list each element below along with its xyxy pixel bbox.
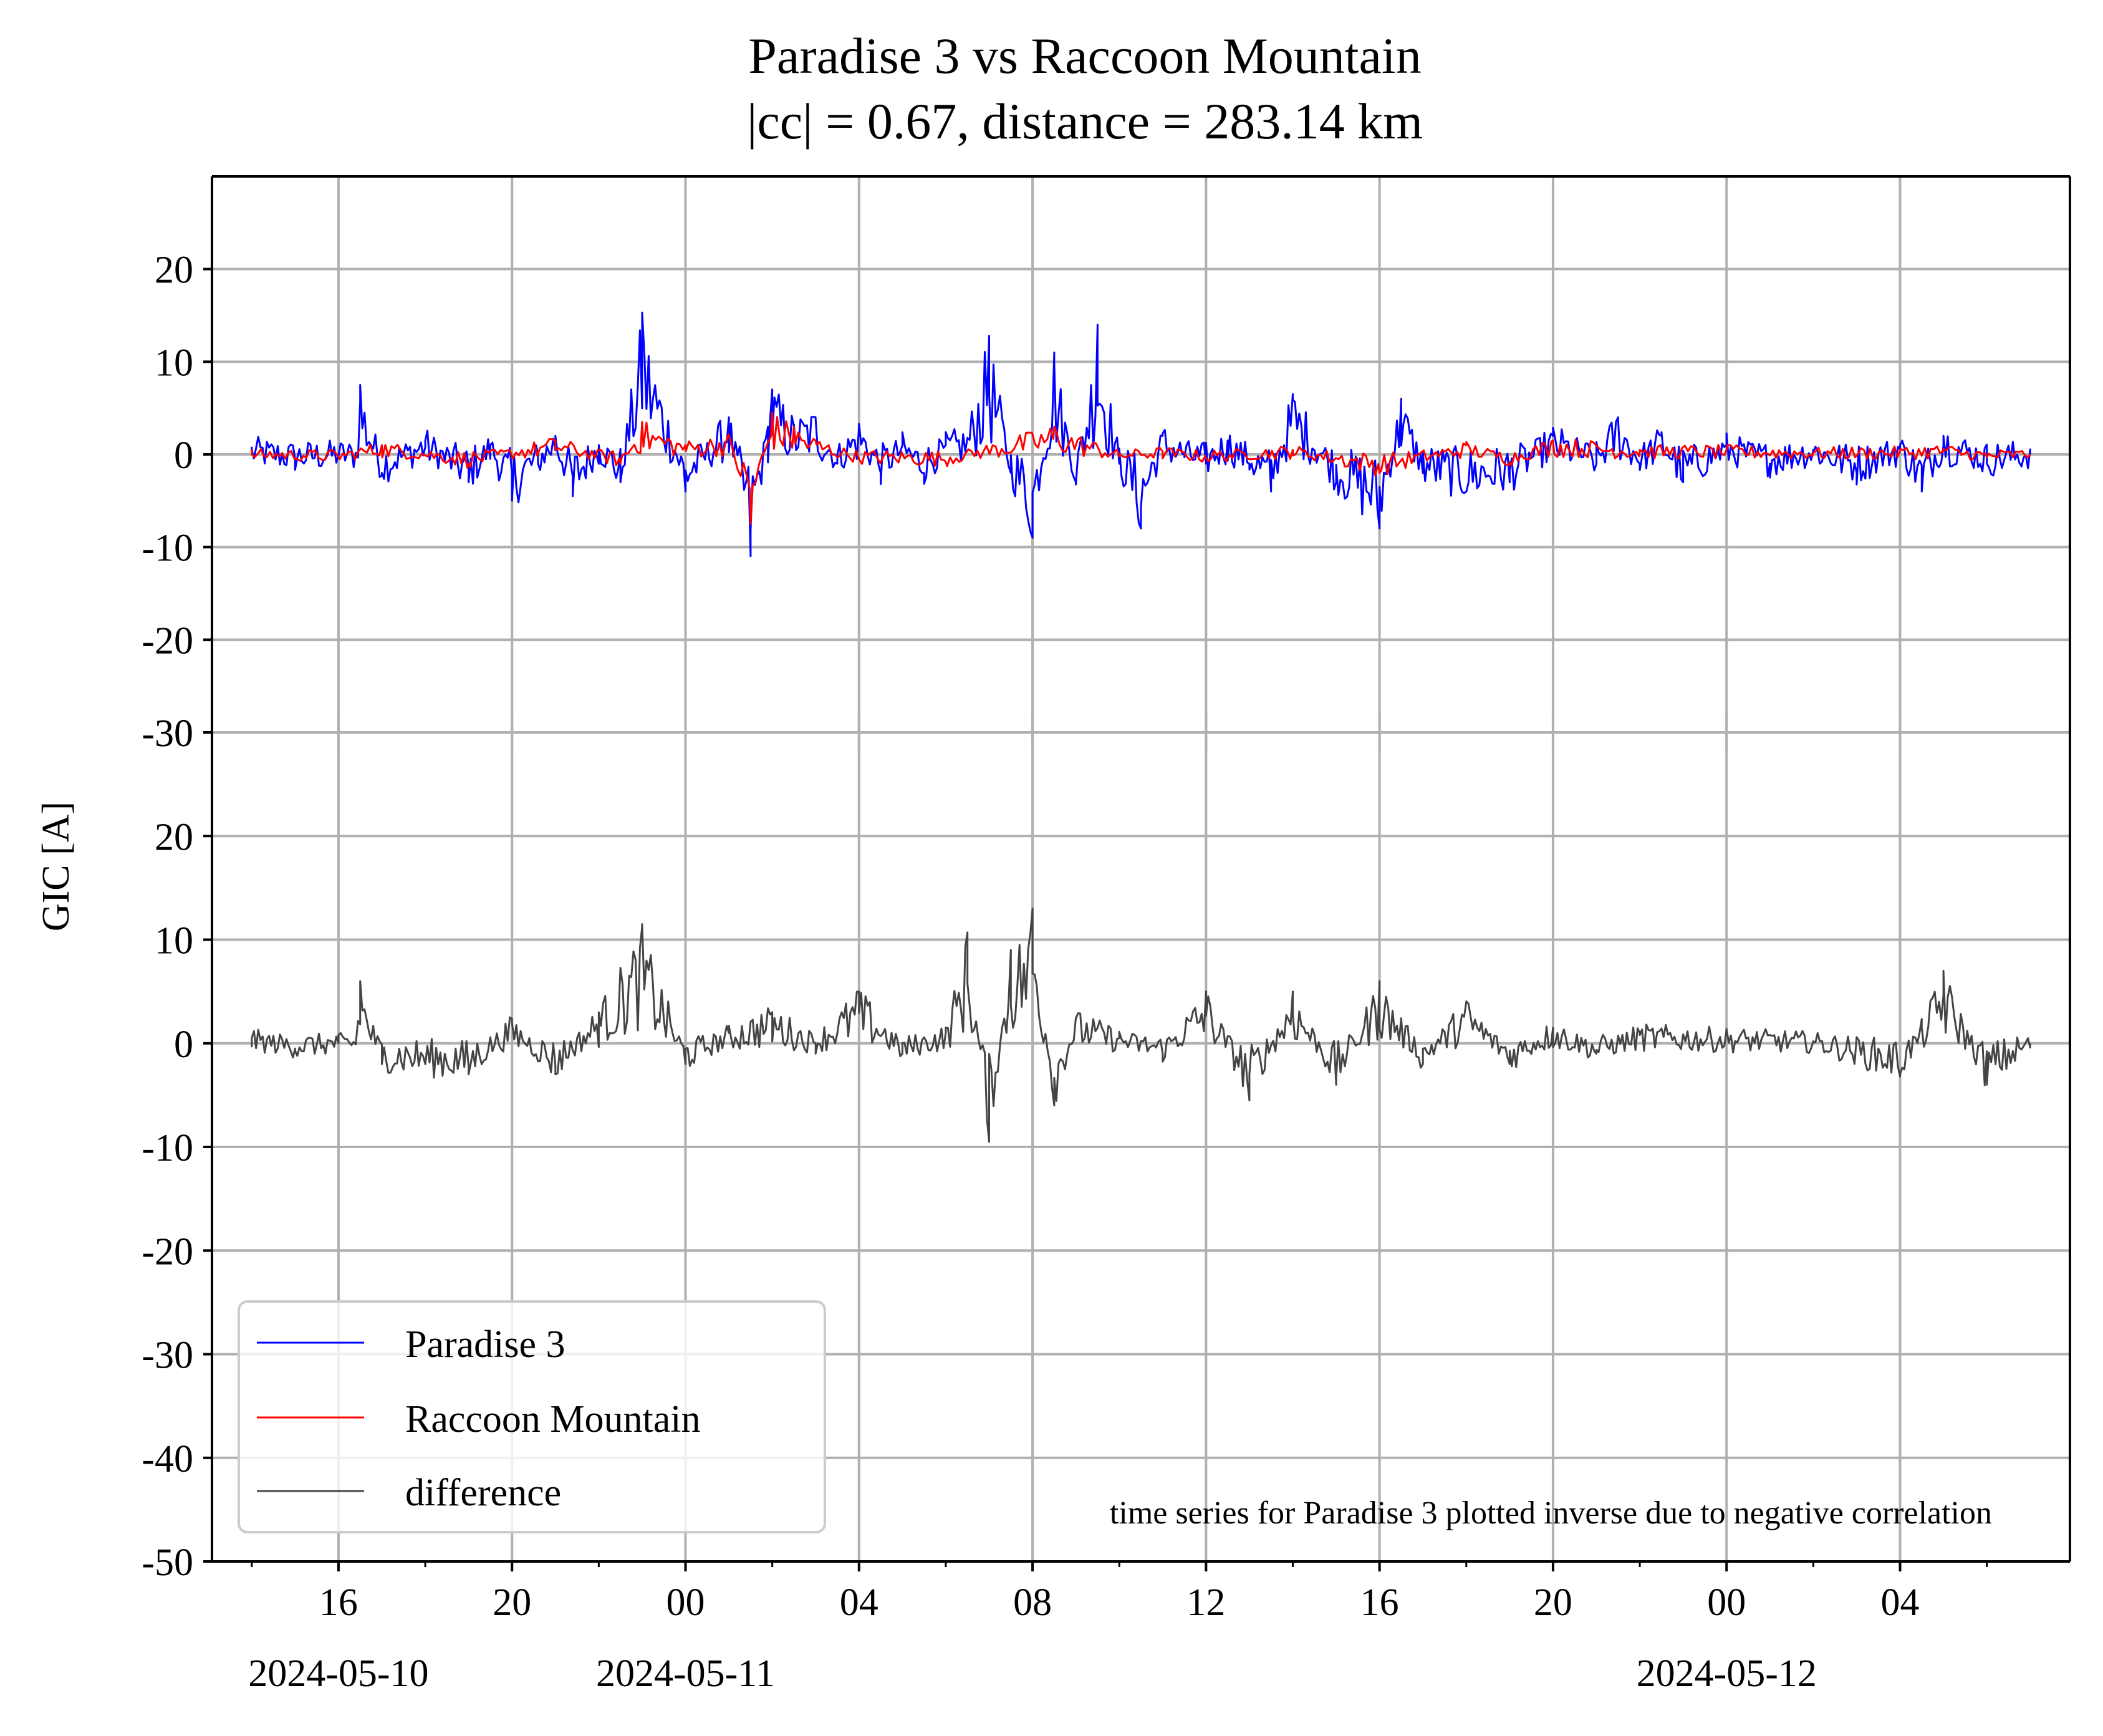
- series-line-raccoon-mountain: [251, 411, 2031, 525]
- y-tick-label: -30: [142, 1335, 193, 1377]
- y-tick-label: -10: [142, 527, 193, 570]
- y-tick-label: 30: [155, 712, 193, 755]
- x-tick-label: 20: [493, 1581, 531, 1624]
- y-tick-label: -20: [142, 1230, 193, 1273]
- y-tick-label: -30: [142, 712, 193, 755]
- chart-title-line1: Paradise 3 vs Raccoon Mountain: [748, 27, 1421, 84]
- legend: Paradise 3 Raccoon Mountain difference: [238, 1300, 826, 1533]
- series-line-difference: [251, 908, 2031, 1143]
- chart-title-line2: |cc| = 0.67, distance = 283.14 km: [747, 93, 1423, 150]
- x-tick-label: 12: [1186, 1581, 1225, 1624]
- y-tick-label: -50: [142, 1542, 193, 1584]
- x-date-label: 2024-05-10: [248, 1652, 428, 1695]
- y-tick-label: -10: [142, 1127, 193, 1169]
- x-tick-label: 16: [319, 1581, 358, 1624]
- x-date-label: 2024-05-11: [596, 1652, 775, 1695]
- x-tick-label: 04: [840, 1581, 878, 1624]
- x-tick-label: 00: [1707, 1581, 1746, 1624]
- y-tick-label: 10: [155, 920, 193, 962]
- y-tick-label: 0: [174, 1024, 193, 1066]
- x-tick-label: 00: [666, 1581, 705, 1624]
- y-tick-label: -40: [142, 1438, 193, 1480]
- legend-frame: [238, 1300, 826, 1533]
- y-tick-label: 10: [155, 342, 193, 384]
- legend-label-paradise: Paradise 3: [405, 1323, 565, 1366]
- x-tick-label: 08: [1013, 1581, 1052, 1624]
- x-tick-label: 20: [1534, 1581, 1572, 1624]
- y-tick-label: 20: [155, 249, 193, 292]
- legend-label-raccoon: Raccoon Mountain: [405, 1398, 701, 1441]
- series-line-paradise-3: [251, 312, 2031, 557]
- chart-annotation: time series for Paradise 3 plotted inver…: [1110, 1495, 1992, 1531]
- x-tick-label: 16: [1360, 1581, 1399, 1624]
- y-tick-label: 0: [174, 434, 193, 477]
- y-axis-label: GIC [A]: [35, 802, 77, 931]
- y-tick-label: 20: [155, 816, 193, 858]
- legend-label-difference: difference: [405, 1472, 561, 1514]
- y-tick-label: -20: [142, 620, 193, 662]
- series-layer: [251, 312, 2031, 1143]
- x-tick-label: 04: [1881, 1581, 1920, 1624]
- x-date-label: 2024-05-12: [1637, 1652, 1817, 1695]
